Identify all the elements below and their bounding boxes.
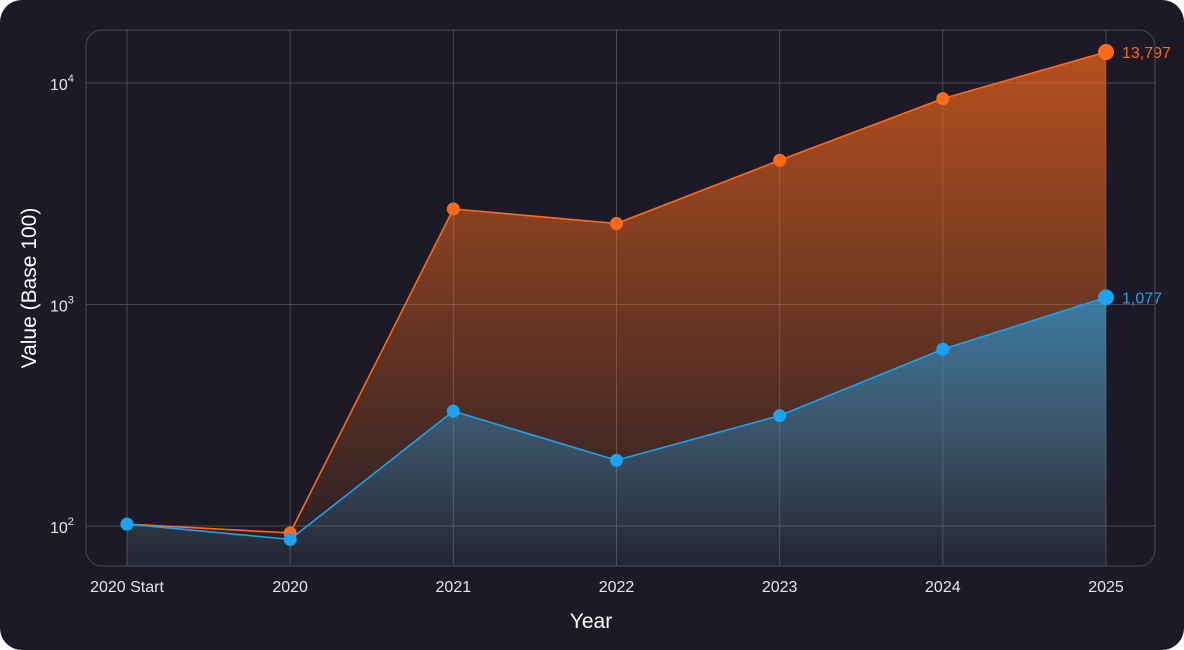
data-point-orange xyxy=(610,217,623,231)
data-point-orange xyxy=(1098,44,1114,61)
data-point-blue xyxy=(120,517,134,531)
x-tick-label: 2024 xyxy=(925,579,961,596)
x-tick-label: 2022 xyxy=(599,579,635,596)
end-value-label-blue: 1,077 xyxy=(1122,290,1162,307)
data-point-orange xyxy=(773,153,787,167)
point-layer xyxy=(120,44,1114,546)
y-tick-label: 102 xyxy=(50,516,74,537)
x-tick-label: 2025 xyxy=(1088,579,1124,596)
x-tick-label: 2020 xyxy=(272,579,308,596)
y-axis-title: Value (Base 100) xyxy=(18,208,41,369)
y-tick-label: 103 xyxy=(50,295,74,316)
data-point-blue xyxy=(936,342,950,356)
area-layer xyxy=(127,52,1106,566)
label-layer: 2020 Start 2020 2021 2022 2023 2024 2025 102 103… xyxy=(50,45,1171,596)
series-area-blue xyxy=(127,297,1106,566)
plot-frame xyxy=(85,29,1156,567)
x-tick-label: 2020 Start xyxy=(90,579,164,596)
x-tick-label: 2023 xyxy=(762,579,798,596)
end-value-label-orange: 13,797 xyxy=(1122,45,1171,62)
data-point-blue xyxy=(1098,289,1114,306)
x-axis-title: Year xyxy=(570,610,612,633)
data-point-blue xyxy=(610,453,623,467)
x-tick-label: 2021 xyxy=(436,579,472,596)
data-point-blue xyxy=(773,409,787,423)
data-point-blue xyxy=(446,404,460,418)
data-point-orange xyxy=(936,92,950,106)
y-tick-label: 104 xyxy=(50,73,74,94)
data-point-orange xyxy=(446,202,460,216)
data-point-blue xyxy=(283,532,297,546)
